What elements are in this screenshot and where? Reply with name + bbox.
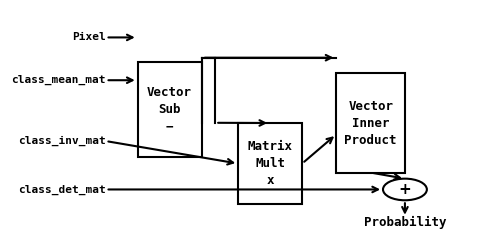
Text: Matrix
Mult
x: Matrix Mult x <box>248 140 292 187</box>
Circle shape <box>383 179 427 200</box>
Text: Vector
Sub
−: Vector Sub − <box>147 86 192 133</box>
FancyBboxPatch shape <box>138 62 202 157</box>
Text: class_mean_mat: class_mean_mat <box>11 75 106 85</box>
FancyBboxPatch shape <box>238 123 302 204</box>
Text: +: + <box>398 182 411 197</box>
Text: class_det_mat: class_det_mat <box>18 184 106 195</box>
FancyBboxPatch shape <box>336 73 405 173</box>
Text: class_inv_mat: class_inv_mat <box>18 136 106 146</box>
Text: Vector
Inner
Product: Vector Inner Product <box>344 100 397 146</box>
Text: Pixel: Pixel <box>72 32 106 43</box>
Text: Probability: Probability <box>364 216 446 229</box>
